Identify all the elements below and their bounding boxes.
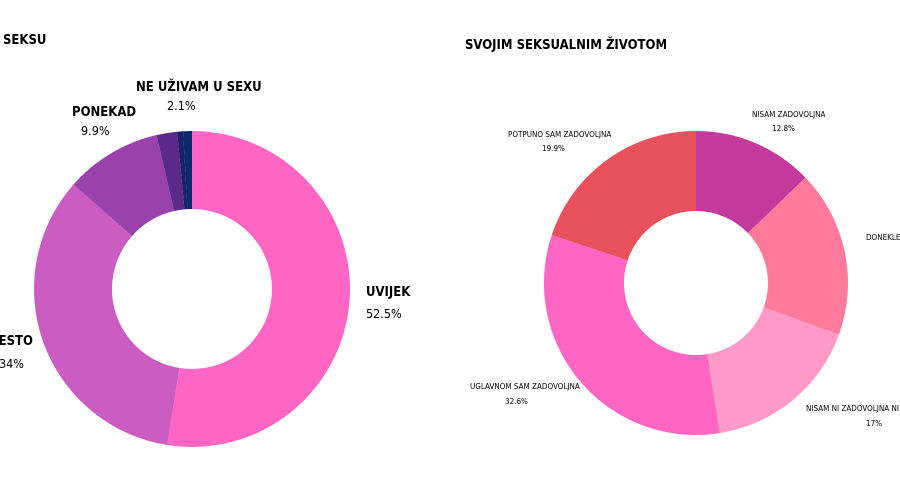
right-slice-2 bbox=[707, 307, 840, 434]
label-donekle: DONEKLE S bbox=[866, 233, 900, 242]
label-uglavnom: UGLAVNOM SAM ZADOVOLJNA bbox=[470, 382, 580, 391]
left-donut bbox=[34, 131, 350, 447]
left-slice-5 bbox=[183, 131, 192, 210]
label-ni-ni: NISAM NI ZADOVOLJNA NI NEZ bbox=[806, 404, 900, 413]
value-ponekad: 9.9% bbox=[81, 123, 110, 138]
value-uglavnom: 32.6% bbox=[505, 397, 528, 406]
value-ne-uzivam: 2.1% bbox=[167, 98, 196, 113]
left-chart-title: SEKSU bbox=[3, 33, 46, 48]
right-slice-0 bbox=[696, 131, 806, 234]
right-slice-3 bbox=[543, 235, 720, 435]
label-cesto: ČESTO bbox=[0, 333, 33, 349]
right-donut bbox=[543, 131, 848, 435]
right-slice-4 bbox=[551, 131, 696, 261]
label-ne-uzivam: NE UŽIVAM U SEXU bbox=[136, 79, 262, 95]
left-chart: SEKSU NE UŽIVAM U SEXU 2.1% PONEKAD 9.9%… bbox=[0, 33, 411, 447]
value-uvijek: 52.5% bbox=[366, 306, 402, 321]
value-cesto: 34% bbox=[0, 356, 24, 371]
label-nisam-zadovoljna: NISAM ZADOVOLJNA bbox=[752, 110, 826, 119]
left-slice-0 bbox=[167, 131, 350, 447]
right-slice-1 bbox=[747, 177, 848, 335]
right-chart-title: SVOJIM SEKSUALNIM ŽIVOTOM bbox=[465, 37, 667, 53]
label-uvijek: UVIJEK bbox=[366, 285, 411, 300]
left-slice-4 bbox=[177, 131, 188, 210]
left-slice-1 bbox=[34, 184, 180, 446]
label-potpuno: POTPUNO SAM ZADOVOLJNA bbox=[508, 130, 611, 139]
value-ni-ni: 17% bbox=[866, 419, 882, 428]
value-potpuno: 19.9% bbox=[542, 144, 565, 153]
value-nisam-zadovoljna: 12.8% bbox=[772, 124, 795, 133]
left-slice-3 bbox=[156, 131, 185, 212]
left-slice-2 bbox=[73, 135, 175, 237]
right-chart: SVOJIM SEKSUALNIM ŽIVOTOM NISAM ZADOVOLJ… bbox=[465, 37, 900, 435]
label-ponekad: PONEKAD bbox=[72, 105, 136, 120]
